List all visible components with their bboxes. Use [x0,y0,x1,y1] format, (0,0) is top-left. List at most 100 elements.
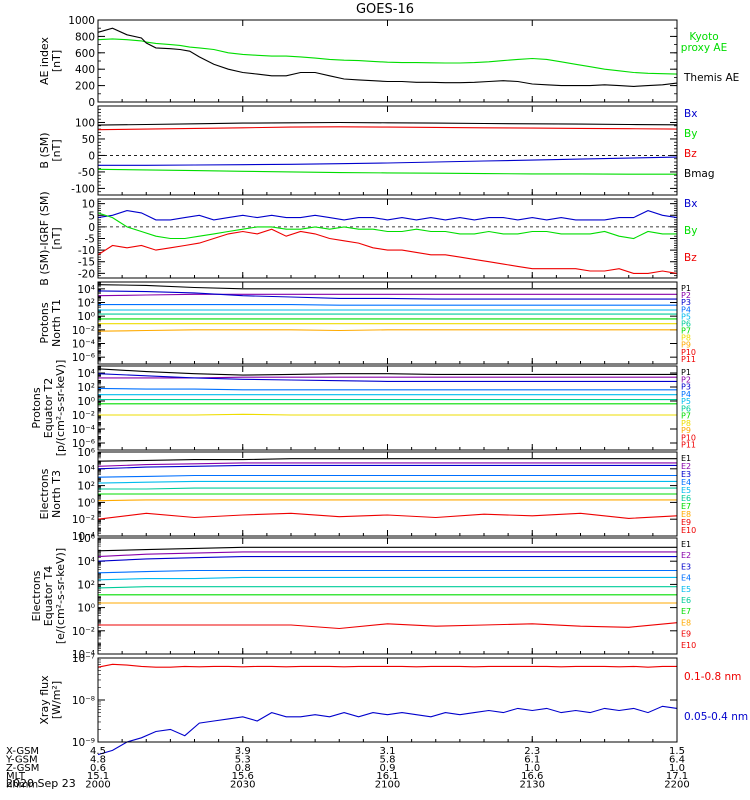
y-tick-label: 10⁻² [72,325,95,337]
legend-entry: E5 [681,585,691,594]
series-line-e2 [97,462,677,467]
legend-entry: E9 [681,630,691,639]
legend-entry: E4 [681,574,691,583]
legend-entry: E2 [681,462,691,471]
y-tick-label: 0 [88,97,95,109]
y-tick-label: 10⁰ [77,311,95,323]
legend-entry: E6 [681,494,691,503]
series-line-e5 [97,480,677,484]
y-axis-label: B (SM)-IGRF (SM) [38,191,51,285]
legend-entry: Bx [684,198,697,210]
legend-entry: P1 [681,284,691,293]
legend-entry: P7 [681,327,691,336]
legend-entry: P5 [681,312,691,321]
y-tick-label: 5 [88,210,95,222]
y-tick-label: 10 [82,199,95,211]
footer-value: 2030 [230,780,255,791]
series-line-kyoto-proxy-ae [97,38,678,75]
legend-entry: P8 [681,419,691,428]
y-tick-label: 10⁻⁴ [72,339,95,351]
panel-8: 10⁻⁷ 10⁻⁸ 10⁻⁹ Xray flux [W/m²] 0.1-0.8 nm 0.0… [38,653,748,756]
footer-value: 2130 [520,780,545,791]
legend-entry: E4 [681,478,691,487]
series-line-by [97,212,677,240]
y-tick-label: 10⁻⁸ [72,695,95,707]
figure-title: GOES-16 [356,2,414,17]
y-axis-label: Protons [38,302,51,343]
y-tick-label: 10⁻⁶ [72,438,95,450]
footer-value: 2200 [664,780,689,791]
y-tick-label: 10⁻⁹ [72,737,95,749]
panel-2: -100 -50 0 50 100 B (SM) [nT] Bx By Bz Bmag [38,105,715,196]
legend-entry: E9 [681,518,691,527]
y-tick-label: -20 [78,268,95,280]
panel-frame [97,537,678,655]
series-line-bz [97,228,678,274]
y-axis-label: Electrons [30,570,43,621]
legend-entry: E3 [681,470,691,479]
y-tick-label: 10⁻⁷ [72,653,95,665]
legend-entry: P10 [681,433,696,442]
y-tick-label: 10⁻² [72,410,95,422]
legend-entry: E8 [681,510,691,519]
legend-entry: Bx [684,108,697,120]
y-tick-label: 10⁰ [77,396,95,408]
y-axis-label: Xray flux [38,675,51,725]
series-line-p4 [97,387,677,391]
series-line-e9 [98,622,678,630]
footer-value: 17.1 [666,771,688,782]
y-axis-label: Equator T2 [42,378,55,438]
series-line-e1 [97,546,677,552]
legend-entry: P3 [681,383,691,392]
footer-label: X-GSM [6,746,39,757]
y-tick-label: 10⁻² [72,514,95,526]
legend-entry: E8 [681,618,691,627]
legend-entry: Themis AE [683,72,739,84]
y-tick-label: 10⁴ [77,464,95,476]
series-line-p3 [97,290,677,300]
series-line-e8 [97,499,677,502]
series-line-e4 [97,569,677,574]
footer-value: 6.1 [524,754,540,765]
legend-entry: P9 [681,341,691,350]
panel-frame [97,281,678,365]
series-line-bmag [97,121,678,126]
y-tick-label: 800 [75,31,95,43]
series-line-0-05-0-4-nm [97,705,678,756]
panel-frame [97,19,678,103]
panel-frame [97,198,678,279]
legend-entry: P8 [681,334,691,343]
series-line-p4 [98,304,677,306]
footer-value: 2100 [375,780,400,791]
legend-entry: P4 [681,390,691,399]
panel-frame [97,365,678,451]
series-line-e6 [97,586,677,589]
series-line-e3 [97,464,677,470]
legend-entry: proxy AE [681,42,727,54]
y-tick-label: 10² [77,481,95,493]
legend-entry: E3 [681,562,691,571]
y-tick-label: 10⁶ [77,447,95,459]
footer-value: 0.8 [235,763,251,774]
y-tick-label: 10⁻⁴ [72,531,95,543]
y-tick-label: 10² [77,298,95,310]
footer-label: hhmm [6,780,38,791]
legend-entry: P6 [681,404,691,413]
y-axis-label: [nT] [50,139,63,161]
legend-entry: E6 [681,596,691,605]
legend-entry: P1 [681,368,691,377]
y-axis-label: [nT] [50,50,63,72]
y-tick-label: -50 [78,167,95,179]
y-axis-label: Electrons [38,468,51,519]
y-axis-label: [e/(cm²-s-sr-keV)] [54,548,67,644]
y-tick-label: 10⁻⁶ [72,352,95,364]
footer-value: 3.9 [235,746,251,757]
series-line-p1 [97,284,677,290]
legend-entry: Bmag [684,168,715,180]
y-axis-label: Protons [30,387,43,428]
legend-entry: P5 [681,397,691,406]
footer-value: 1.5 [669,746,685,757]
footer-value: 1.0 [524,763,540,774]
footer-value: 16.6 [521,771,543,782]
